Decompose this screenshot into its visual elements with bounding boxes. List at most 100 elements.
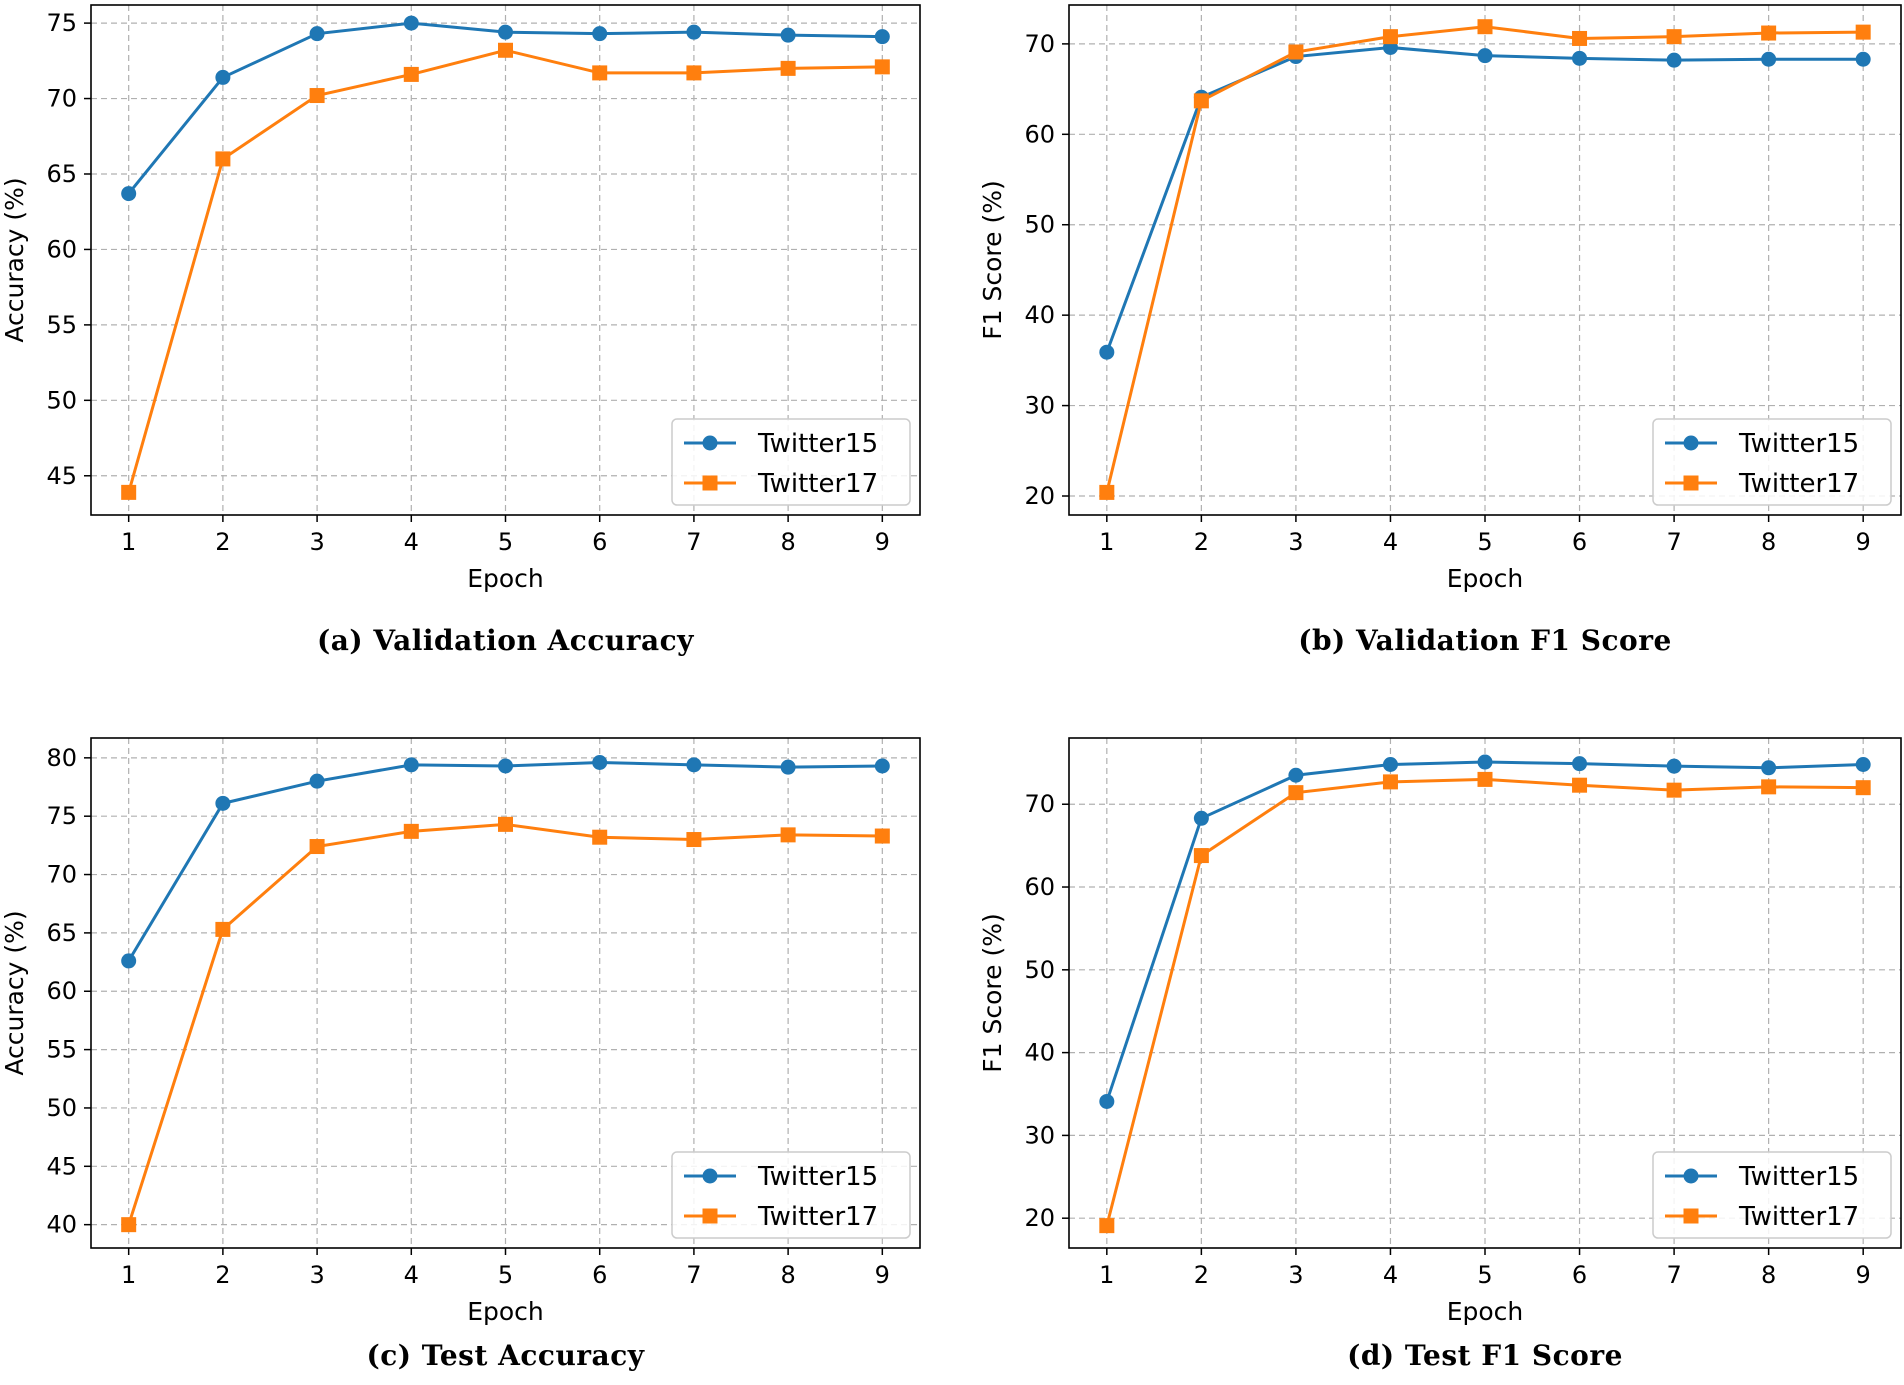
legend-label: Twitter15 [1738,429,1859,459]
legend-swatch-marker [702,1168,718,1184]
legend: Twitter15 Twitter17 [1652,1151,1892,1239]
data-point-twitter17 [121,1217,137,1233]
data-point-twitter15 [686,24,702,40]
x-tick-label: 8 [1761,1261,1776,1289]
data-point-twitter15 [1477,754,1493,770]
x-tick-label: 2 [215,528,230,556]
x-tick-label: 8 [780,528,795,556]
x-tick-label: 8 [780,1261,795,1289]
data-point-twitter15 [1666,758,1682,774]
data-point-twitter15 [121,953,137,969]
data-point-twitter15 [498,24,513,40]
data-point-twitter17 [498,816,513,832]
x-tick-label: 5 [1477,1261,1492,1289]
x-tick-label: 2 [215,1261,230,1289]
data-point-twitter15 [780,27,796,43]
x-tick-label: 2 [1194,1261,1209,1289]
data-point-twitter17 [1288,44,1304,60]
x-tick-label: 2 [1194,528,1209,556]
y-tick-label: 55 [46,1036,77,1064]
data-point-twitter17 [215,151,231,167]
data-point-twitter15 [309,773,325,789]
data-point-twitter17 [780,60,796,76]
x-tick-label: 4 [1383,1261,1398,1289]
data-point-twitter15 [215,69,231,85]
data-point-twitter17 [686,65,702,81]
x-tick-label: 6 [592,1261,607,1289]
x-tick-label: 3 [1288,528,1303,556]
data-point-twitter17 [121,484,137,500]
x-tick-label: 3 [309,528,324,556]
data-point-twitter17 [1761,25,1777,41]
data-point-twitter15 [1382,756,1398,772]
y-tick-label: 70 [1024,30,1055,58]
y-tick-label: 30 [1024,1121,1055,1149]
chart-title: (b) Validation F1 Score [1298,624,1672,657]
data-point-twitter17 [1193,848,1209,864]
chart-panel-d: 1 2 3 4 5 6 7 8 9 20 30 40 50 60 70 Epoch F1 Score (%) Tw… [978,737,1902,1372]
y-tick-label: 60 [46,235,77,263]
y-tick-label: 20 [1024,482,1055,510]
data-point-twitter17 [1855,780,1871,796]
y-tick-label: 40 [1024,1039,1055,1067]
data-point-twitter15 [592,755,608,771]
data-point-twitter17 [1382,29,1398,45]
data-point-twitter15 [1572,50,1588,66]
data-point-twitter15 [686,757,702,773]
x-tick-label: 9 [1856,528,1871,556]
x-tick-label: 1 [1099,528,1114,556]
legend-swatch-marker [1683,1208,1699,1224]
x-tick-label: 6 [1572,1261,1587,1289]
y-axis-label: F1 Score (%) [978,180,1007,339]
x-axis-label: Epoch [467,564,544,593]
data-point-twitter15 [1099,1093,1115,1109]
x-tick-label: 6 [592,528,607,556]
x-tick-label: 7 [686,1261,701,1289]
y-axis-label: F1 Score (%) [978,913,1007,1072]
data-point-twitter17 [1855,24,1871,40]
x-tick-label: 1 [121,1261,136,1289]
x-tick-label: 3 [1288,1261,1303,1289]
data-point-twitter17 [1099,1218,1115,1234]
chart-panel-b: 1 2 3 4 5 6 7 8 9 20 30 40 50 60 70 Epoch F1 Score (%) Tw… [978,4,1902,657]
data-point-twitter17 [1477,19,1493,35]
y-tick-label: 60 [1024,120,1055,148]
data-point-twitter17 [309,88,325,104]
legend-swatch-marker [702,475,718,491]
y-tick-label: 50 [46,386,77,414]
y-tick-label: 70 [46,85,77,113]
x-tick-label: 6 [1572,528,1587,556]
data-point-twitter15 [403,757,419,773]
data-point-twitter17 [592,829,608,845]
legend-label: Twitter17 [757,1202,878,1232]
data-point-twitter17 [1666,29,1682,45]
data-point-twitter17 [874,828,890,844]
y-tick-label: 55 [46,311,77,339]
legend-label: Twitter17 [1738,469,1859,499]
y-tick-label: 80 [46,744,77,772]
chart-title: (a) Validation Accuracy [317,624,694,657]
chart-title: (c) Test Accuracy [366,1339,644,1372]
y-tick-label: 65 [46,919,77,947]
x-tick-label: 7 [686,528,701,556]
y-tick-label: 45 [46,462,77,490]
x-tick-label: 9 [875,1261,890,1289]
legend-swatch-marker [1683,435,1699,451]
data-point-twitter17 [874,59,890,75]
legend: Twitter15 Twitter17 [1652,418,1892,506]
data-point-twitter17 [780,827,796,843]
y-tick-label: 45 [46,1152,77,1180]
data-point-twitter15 [498,758,513,774]
x-tick-label: 1 [121,528,136,556]
data-point-twitter17 [1382,774,1398,790]
x-tick-label: 1 [1099,1261,1114,1289]
x-tick-label: 4 [404,528,419,556]
y-tick-label: 40 [1024,301,1055,329]
x-axis-label: Epoch [1447,564,1524,593]
y-tick-label: 75 [46,802,77,830]
data-point-twitter15 [1761,51,1777,67]
y-tick-label: 30 [1024,392,1055,420]
data-point-twitter15 [1855,51,1871,67]
legend: Twitter15 Twitter17 [671,1151,911,1239]
